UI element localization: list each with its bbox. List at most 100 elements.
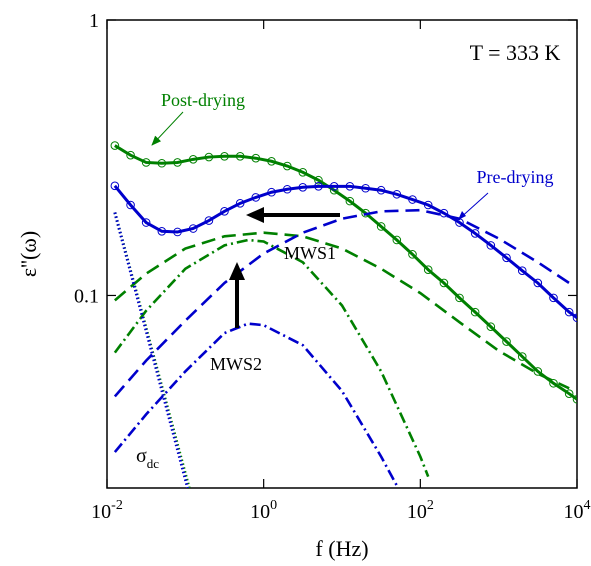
- data-point: [329, 182, 339, 191]
- data-point: [141, 158, 151, 167]
- data-point: [408, 195, 417, 204]
- dashed-line: [114, 231, 570, 390]
- sigma: σ: [136, 445, 147, 467]
- data-point: [549, 293, 558, 303]
- dotted-line: [113, 212, 190, 488]
- data-point: [470, 229, 480, 238]
- data-point: [188, 224, 198, 233]
- y-tick-label: 1: [89, 10, 99, 32]
- data-point: [572, 313, 577, 323]
- dotted-line: [113, 212, 191, 488]
- mws1-arrow-head: [246, 207, 264, 223]
- x-tick-label: 100: [250, 498, 277, 523]
- data-point: [517, 352, 527, 361]
- data-point: [502, 337, 511, 346]
- solid-line: [114, 144, 577, 401]
- data-point: [251, 153, 261, 163]
- data-point: [502, 253, 511, 263]
- data-point: [517, 266, 527, 275]
- x-tick-base: 10: [91, 501, 111, 523]
- data-point: [314, 182, 323, 191]
- data-point: [564, 307, 574, 317]
- data-point: [220, 207, 229, 216]
- data-point: [204, 152, 214, 162]
- data-point: [486, 241, 496, 250]
- data-point: [470, 307, 480, 317]
- y-axis-label: ε''(ω): [16, 231, 41, 277]
- data-point: [157, 226, 167, 236]
- data-point: [110, 181, 120, 191]
- data-point: [282, 184, 292, 194]
- data-point: [235, 152, 245, 161]
- data-point: [204, 216, 214, 225]
- data-point: [572, 394, 577, 404]
- data-point: [392, 189, 402, 199]
- data-point: [251, 193, 261, 202]
- data-point: [408, 250, 417, 259]
- data-point: [110, 141, 120, 150]
- data-point: [220, 152, 229, 161]
- data-point: [126, 200, 135, 210]
- data-point: [298, 182, 308, 192]
- data-point: [188, 155, 198, 164]
- data-point: [141, 218, 151, 227]
- data-point: [157, 158, 167, 168]
- x-tick-exponent: -2: [111, 498, 123, 513]
- data-point: [533, 367, 543, 376]
- data-point: [361, 183, 370, 193]
- data-point: [549, 378, 558, 388]
- pre-arrow-head: [458, 211, 466, 220]
- solid-line: [113, 184, 577, 319]
- data-point: [282, 161, 292, 171]
- dashdot-line: [113, 322, 398, 487]
- plot-frame: [106, 19, 578, 489]
- data-point: [345, 196, 355, 206]
- data-point: [267, 187, 276, 197]
- data-point: [392, 235, 402, 245]
- x-tick-label: 10-2: [91, 498, 123, 523]
- sigma-subscript: dc: [147, 456, 160, 471]
- x-tick-exponent: 4: [584, 498, 591, 513]
- sigma-dc-label: σdc: [136, 445, 159, 471]
- mws1-label: MWS1: [284, 243, 336, 263]
- mws2-arrow-head: [229, 262, 245, 280]
- dashdot-line: [113, 238, 430, 478]
- x-tick-label: 104: [564, 498, 591, 523]
- x-tick-label: 102: [407, 498, 434, 523]
- data-point: [533, 278, 543, 288]
- dashed-line: [113, 208, 570, 398]
- y-tick-label: 0.1: [74, 285, 99, 307]
- x-tick-base: 10: [250, 501, 270, 523]
- x-axis-label: f (Hz): [315, 536, 368, 561]
- data-point: [423, 265, 433, 275]
- data-point: [439, 278, 449, 288]
- x-tick-exponent: 0: [270, 498, 277, 513]
- data-point: [126, 150, 135, 160]
- data-point: [376, 185, 386, 195]
- data-point: [173, 158, 182, 167]
- data-point: [173, 227, 182, 237]
- post-drying-label: Post-drying: [161, 90, 245, 110]
- data-point: [267, 156, 276, 166]
- plot-area: [110, 141, 577, 488]
- data-point: [345, 182, 355, 191]
- temperature-label: T = 333 K: [470, 40, 561, 65]
- data-point: [439, 208, 449, 218]
- data-point: [486, 322, 496, 332]
- data-point: [564, 389, 574, 398]
- post-arrow-head: [152, 136, 160, 145]
- data-point: [314, 175, 323, 185]
- pre-drying-label: Pre-drying: [477, 167, 554, 187]
- data-point: [376, 222, 386, 231]
- data-point: [235, 199, 245, 208]
- data-point: [455, 293, 464, 303]
- x-tick-base: 10: [564, 501, 584, 523]
- x-tick-base: 10: [407, 501, 427, 523]
- x-tick-exponent: 2: [427, 498, 434, 513]
- data-point: [423, 200, 433, 210]
- mws2-label: MWS2: [210, 354, 262, 374]
- data-point: [298, 167, 308, 177]
